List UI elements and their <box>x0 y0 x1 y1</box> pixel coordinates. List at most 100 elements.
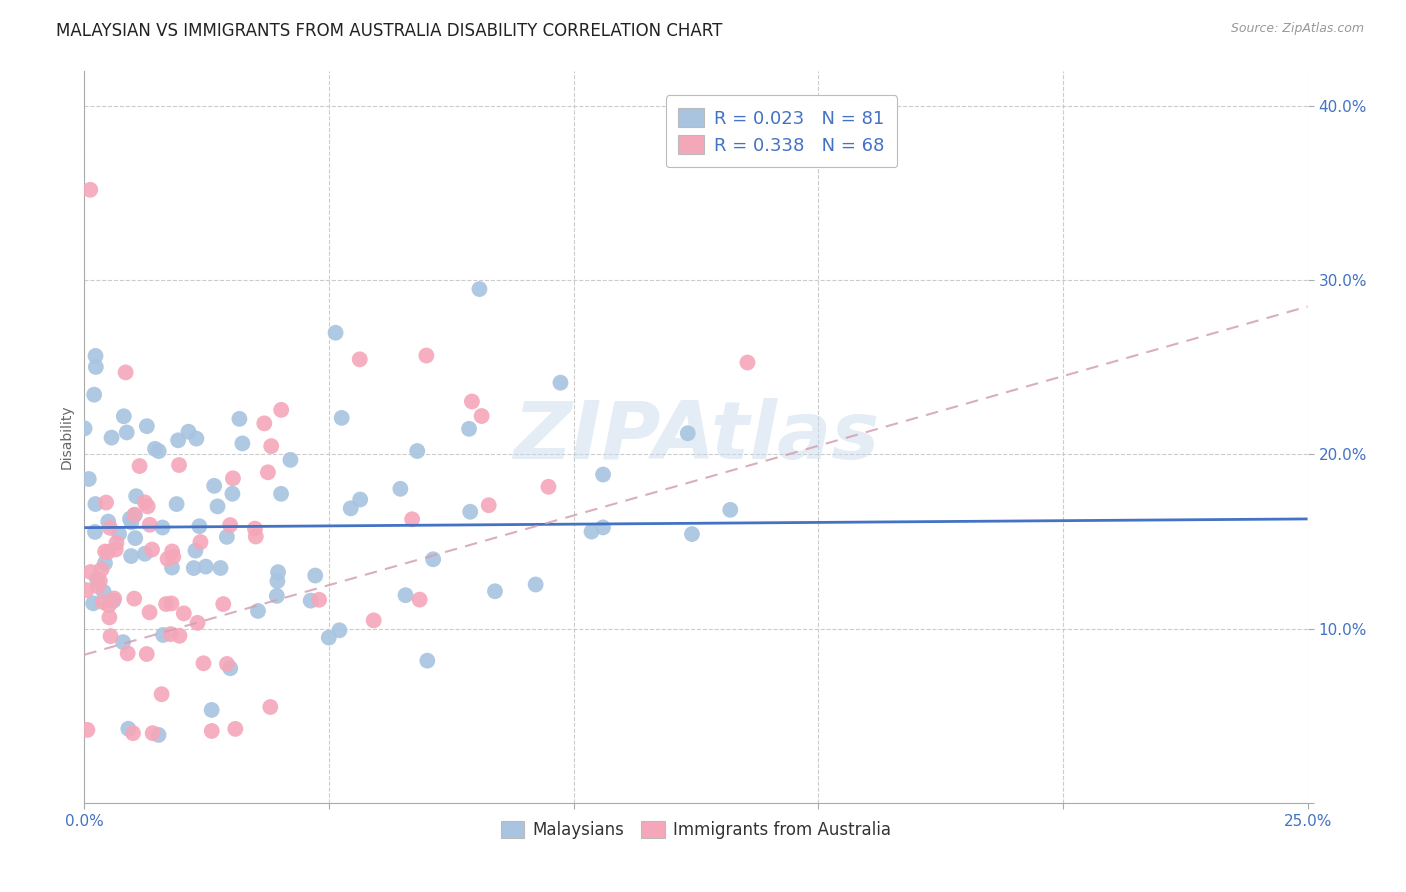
Point <box>83 387 105 401</box>
Point <box>84 497 107 511</box>
Point <box>581 524 603 539</box>
Point <box>80 565 103 579</box>
Point <box>458 422 481 436</box>
Point <box>94 544 117 558</box>
Point <box>406 444 429 458</box>
Point <box>103 594 125 608</box>
Point <box>267 565 290 579</box>
Point <box>461 394 484 409</box>
Point <box>280 453 302 467</box>
Point <box>270 487 292 501</box>
Point <box>124 508 146 522</box>
Point <box>82 596 104 610</box>
Point <box>246 604 269 618</box>
Point <box>259 700 281 714</box>
Point <box>550 376 572 390</box>
Point <box>135 419 157 434</box>
Point <box>484 584 506 599</box>
Point <box>125 489 148 503</box>
Point <box>222 471 245 485</box>
Point <box>408 592 430 607</box>
Point <box>112 409 135 424</box>
Point <box>169 629 191 643</box>
Point <box>138 517 160 532</box>
Point <box>389 482 412 496</box>
Point <box>349 352 371 367</box>
Point <box>257 465 280 479</box>
Point <box>77 472 100 486</box>
Point <box>87 579 110 593</box>
Legend: Malaysians, Immigrants from Australia: Malaysians, Immigrants from Australia <box>495 814 897 846</box>
Point <box>471 409 494 423</box>
Point <box>128 458 150 473</box>
Point <box>202 479 225 493</box>
Point <box>156 552 179 566</box>
Point <box>201 703 224 717</box>
Point <box>183 561 205 575</box>
Point <box>120 549 142 563</box>
Point <box>266 574 288 588</box>
Point <box>84 359 107 374</box>
Point <box>90 562 112 576</box>
Point <box>415 349 437 363</box>
Point <box>394 588 416 602</box>
Point <box>219 661 242 675</box>
Point <box>231 436 253 450</box>
Point <box>120 515 142 529</box>
Point <box>143 442 166 456</box>
Point <box>155 597 177 611</box>
Point <box>94 556 117 570</box>
Point <box>148 444 170 458</box>
Point <box>422 552 444 566</box>
Point <box>160 544 183 558</box>
Point <box>159 627 181 641</box>
Point <box>318 631 340 645</box>
Point <box>718 503 741 517</box>
Point <box>141 542 163 557</box>
Point <box>193 657 215 671</box>
Point <box>592 520 614 534</box>
Point <box>160 560 183 574</box>
Point <box>592 467 614 482</box>
Text: MALAYSIAN VS IMMIGRANTS FROM AUSTRALIA DISABILITY CORRELATION CHART: MALAYSIAN VS IMMIGRANTS FROM AUSTRALIA D… <box>56 22 723 40</box>
Point <box>416 654 439 668</box>
Point <box>186 432 208 446</box>
Point <box>524 577 547 591</box>
Point <box>207 500 229 514</box>
Point <box>212 597 235 611</box>
Point <box>162 549 184 564</box>
Point <box>177 425 200 439</box>
Point <box>173 607 195 621</box>
Point <box>114 365 136 379</box>
Point <box>219 518 242 533</box>
Point <box>91 595 114 609</box>
Point <box>100 431 122 445</box>
Point <box>122 591 145 606</box>
Point <box>328 624 350 638</box>
Point <box>117 722 139 736</box>
Point <box>105 536 128 550</box>
Point <box>167 458 190 472</box>
Point <box>89 574 111 588</box>
Point <box>97 515 120 529</box>
Point <box>118 511 141 525</box>
Point <box>166 497 188 511</box>
Point <box>117 646 139 660</box>
Point <box>186 615 208 630</box>
Point <box>93 585 115 599</box>
Point <box>468 282 491 296</box>
Point <box>84 524 107 539</box>
Point <box>97 599 120 613</box>
Point <box>676 426 699 441</box>
Text: ZIPAtlas: ZIPAtlas <box>513 398 879 476</box>
Point <box>98 521 121 535</box>
Point <box>401 512 423 526</box>
Point <box>537 480 560 494</box>
Point <box>737 355 759 369</box>
Point <box>152 520 174 534</box>
Point <box>104 542 127 557</box>
Point <box>167 434 190 448</box>
Point <box>245 529 267 543</box>
Point <box>325 326 347 340</box>
Point <box>478 498 501 512</box>
